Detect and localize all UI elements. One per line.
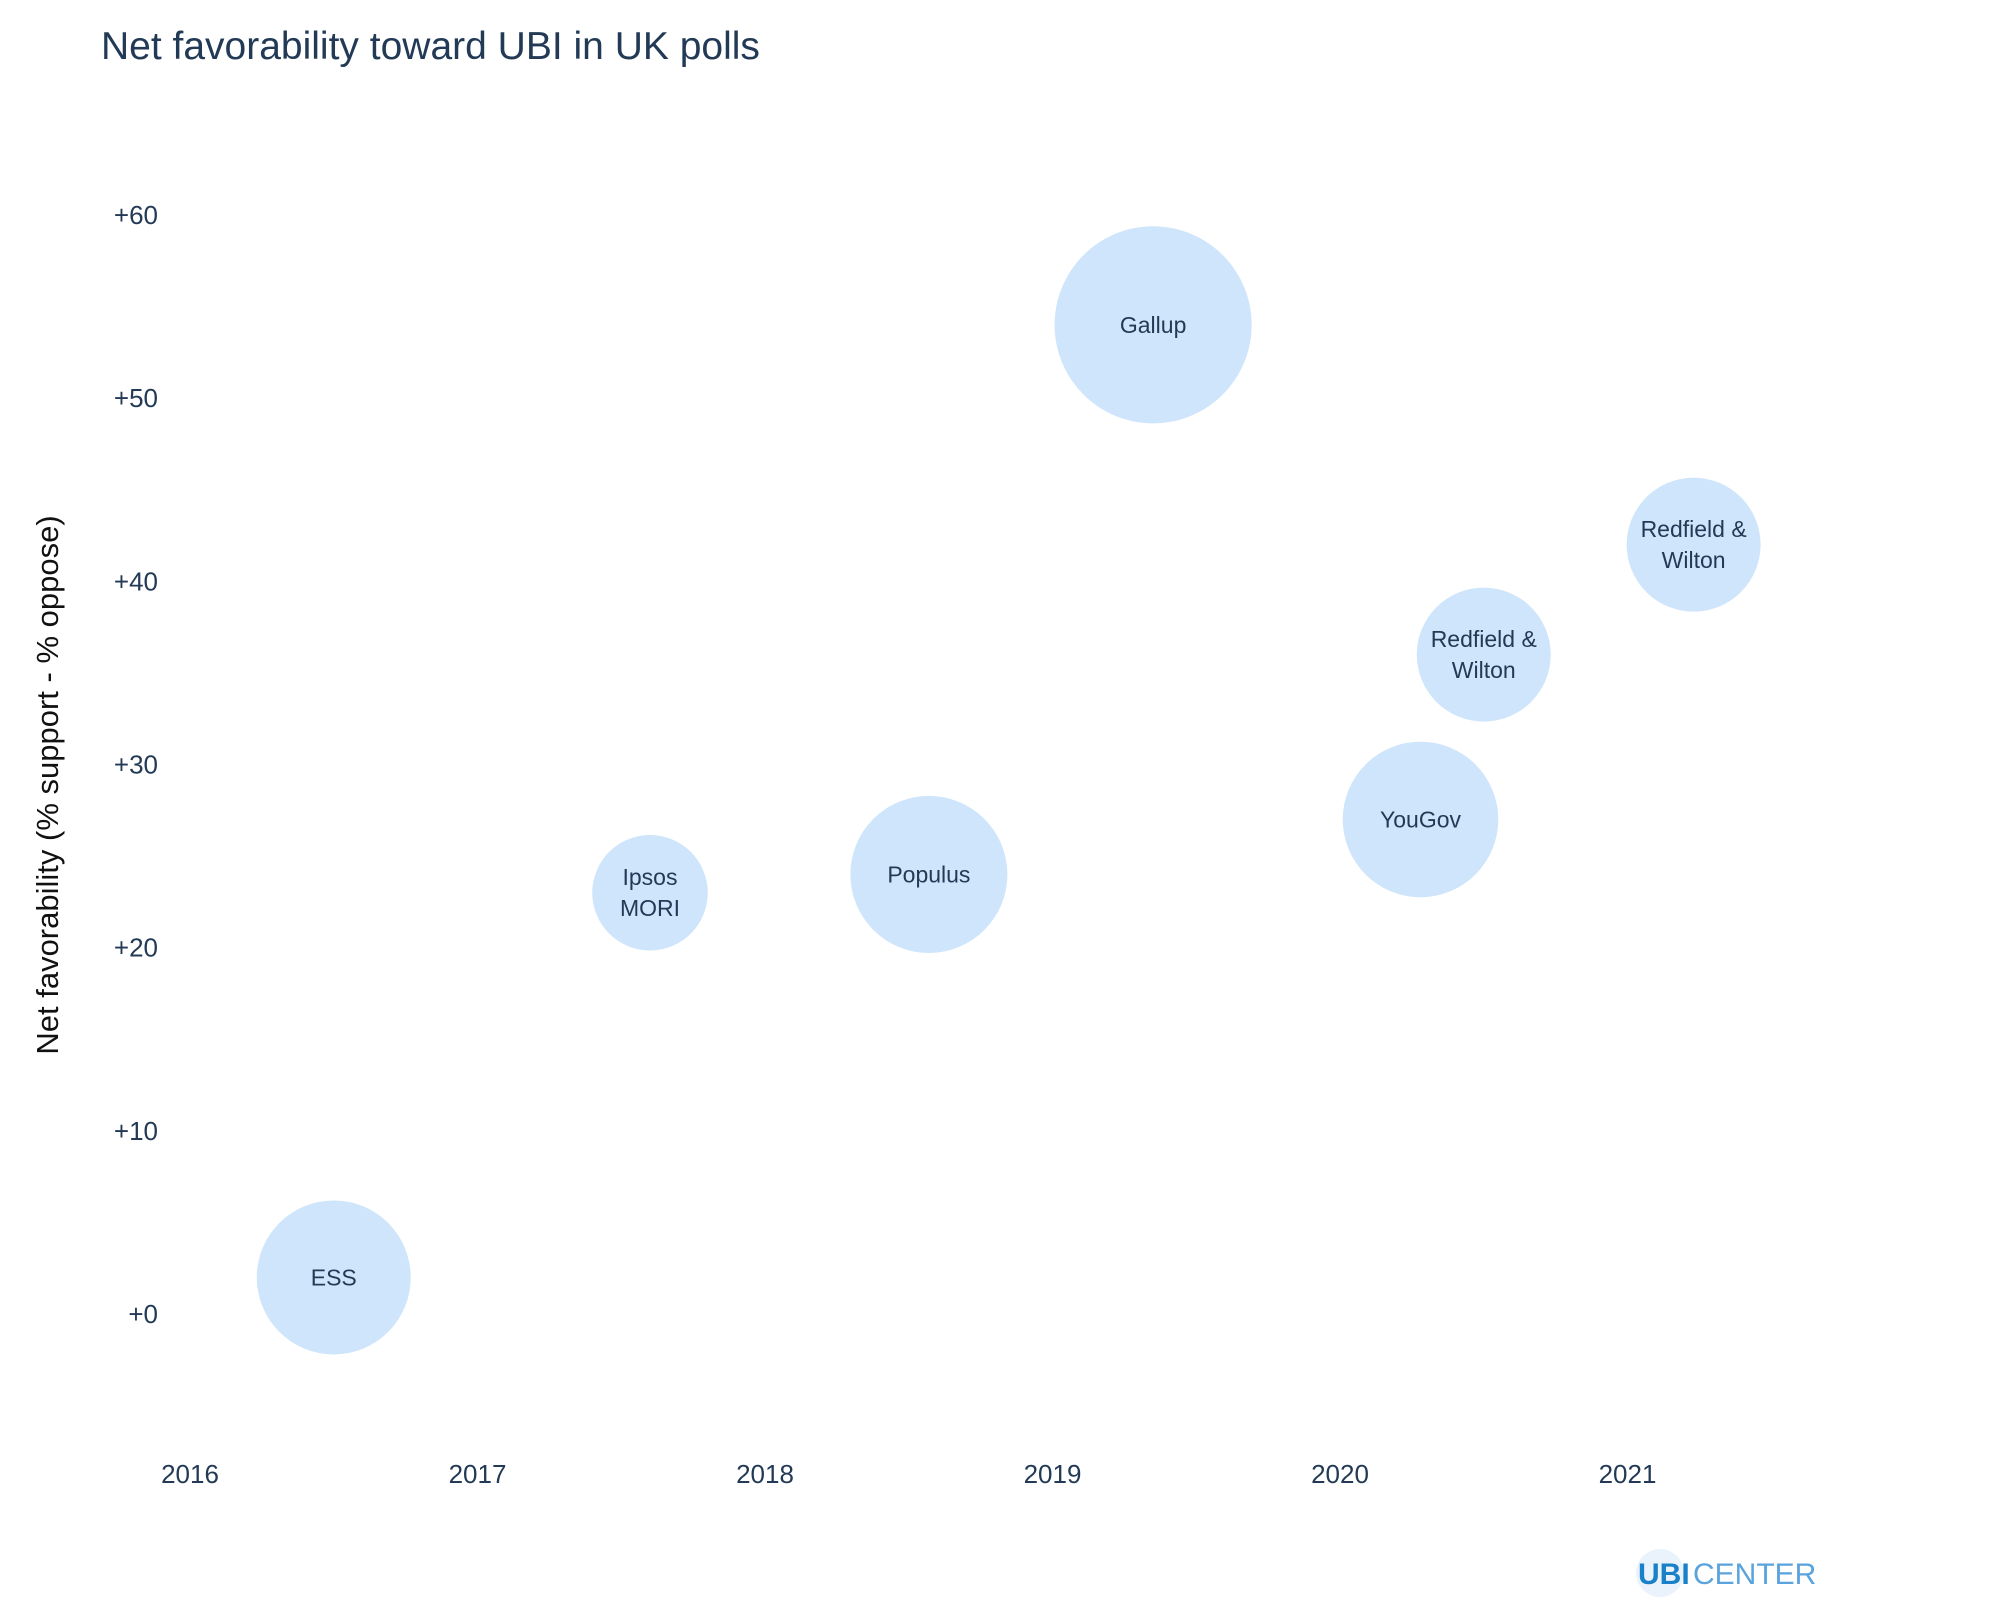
bubble-label: Gallup	[1120, 312, 1186, 338]
y-tick-label: +40	[114, 566, 158, 596]
y-tick-label: +10	[114, 1116, 158, 1146]
y-tick-label: +20	[114, 933, 158, 963]
x-tick-label: 2018	[736, 1459, 794, 1489]
bubble-label: MORI	[620, 895, 680, 921]
chart-title: Net favorability toward UBI in UK polls	[101, 25, 760, 68]
y-axis-label: Net favorability (% support - % oppose)	[30, 515, 65, 1054]
x-tick-label: 2017	[449, 1459, 507, 1489]
ubi-center-logo: UBI CENTER	[1636, 1549, 1816, 1597]
x-tick-label: 2021	[1599, 1459, 1657, 1489]
logo-circle	[1636, 1549, 1684, 1597]
x-tick-label: 2016	[161, 1459, 219, 1489]
bubble-label: Ipsos	[623, 864, 678, 890]
logo-ubi-text: UBI	[1638, 1558, 1690, 1591]
bubble-label: ESS	[311, 1264, 357, 1290]
y-tick-label: +60	[114, 200, 158, 230]
bubble-series: ESS Ipsos MORI Populus Gallup YouGov Redfield …	[256, 226, 1761, 1355]
bubble-label: Wilton	[1452, 657, 1516, 683]
bubble[interactable]	[1054, 226, 1252, 424]
bubble-label: Redfield &	[1431, 626, 1537, 652]
bubble-label: Redfield &	[1641, 516, 1747, 542]
y-axis-ticks: +0 +10 +20 +30 +40 +50 +60	[114, 200, 158, 1329]
bubble[interactable]	[1416, 587, 1551, 722]
bubble[interactable]	[850, 795, 1008, 953]
bubble[interactable]	[1626, 477, 1761, 612]
y-tick-label: +0	[128, 1299, 158, 1329]
logo-center-text: CENTER	[1693, 1558, 1816, 1591]
y-tick-label: +50	[114, 383, 158, 413]
x-tick-label: 2020	[1311, 1459, 1369, 1489]
y-tick-label: +30	[114, 750, 158, 780]
bubble[interactable]	[1342, 741, 1499, 898]
bubble-label: YouGov	[1380, 806, 1461, 832]
bubble[interactable]	[592, 834, 708, 951]
bubble-label: Populus	[887, 861, 970, 887]
bubble[interactable]	[256, 1200, 411, 1355]
x-tick-label: 2019	[1024, 1459, 1082, 1489]
x-axis-ticks: 2016 2017 2018 2019 2020 2021	[161, 1459, 1656, 1489]
bubble-label: Wilton	[1662, 547, 1726, 573]
